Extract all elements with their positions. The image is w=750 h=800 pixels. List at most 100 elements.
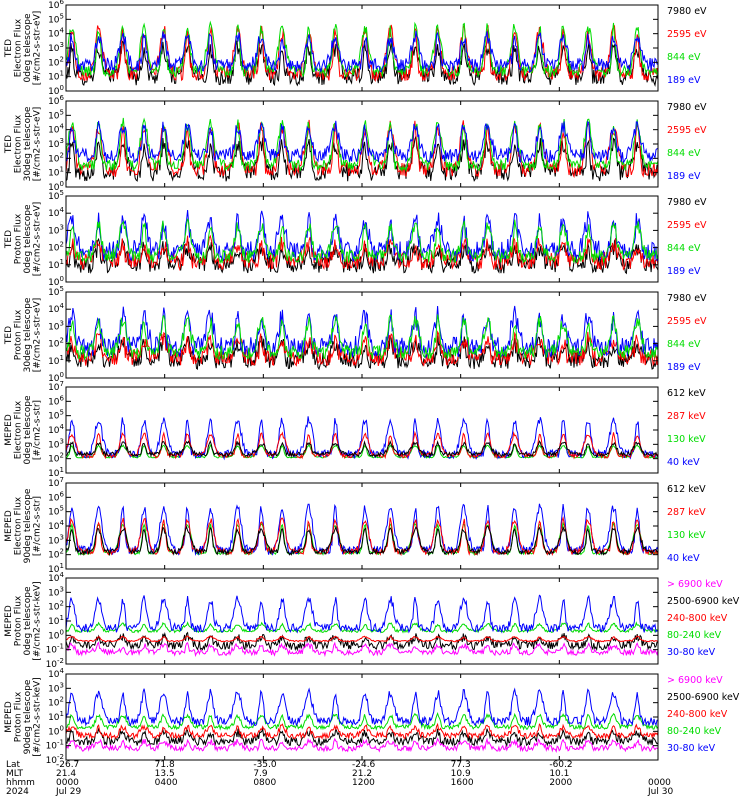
legend-entry: 30-80 keV bbox=[667, 647, 716, 658]
legend-entry: 2595 eV bbox=[667, 220, 707, 231]
panel-traces bbox=[66, 594, 658, 658]
x-info-value: -24.6 bbox=[352, 760, 376, 770]
legend-entry: 7980 eV bbox=[667, 197, 707, 208]
series-line-1 bbox=[66, 136, 658, 182]
y-tick-label: 102 bbox=[48, 241, 64, 254]
y-axis-label-line: [#/cm2-s-str-keV] bbox=[33, 677, 43, 756]
x-info-value: 10.1 bbox=[549, 769, 569, 779]
panel-traces bbox=[66, 503, 658, 557]
series-line-3 bbox=[66, 722, 658, 741]
x-info-value: 21.2 bbox=[352, 769, 372, 779]
legend-entry: 130 keV bbox=[667, 434, 706, 445]
panel-4: 100 101 102 103 104 105 TED Proton Flux 30deg te… bbox=[4, 285, 707, 384]
y-tick-label: 10-2 bbox=[46, 753, 64, 766]
y-axis-label-line: [#/cm2-s-str-keV] bbox=[33, 581, 43, 660]
y-tick-label: 10-2 bbox=[46, 657, 64, 670]
y-tick-label: 100 bbox=[48, 275, 64, 288]
series-line-3 bbox=[66, 20, 658, 78]
y-tick-label: 102 bbox=[48, 151, 64, 164]
y-tick-label: 103 bbox=[48, 681, 64, 694]
x-info-value: 0800 bbox=[253, 778, 276, 788]
legend-entry: 2500-6900 keV bbox=[667, 692, 740, 703]
y-tick-label: 104 bbox=[48, 206, 64, 219]
x-axis-info: Lat -26.7 71.8 -35.0 -24.6 77.3 -60.2 MLT 21.4 13… bbox=[6, 760, 673, 797]
legend-entry: 240-800 keV bbox=[667, 709, 728, 720]
legend-entry: 844 eV bbox=[667, 243, 701, 254]
y-tick-label: 103 bbox=[48, 533, 64, 546]
x-info-value: 71.8 bbox=[155, 760, 175, 770]
y-tick-label: 104 bbox=[48, 27, 64, 40]
y-tick-label: 106 bbox=[48, 0, 64, 11]
x-info-value: 0400 bbox=[155, 778, 178, 788]
y-tick-label: 103 bbox=[48, 137, 64, 150]
y-axis-label-line: [#/cm2-s-str-eV] bbox=[33, 107, 43, 182]
y-tick-label: 103 bbox=[48, 41, 64, 54]
y-axis-label-line: TED bbox=[4, 230, 14, 249]
y-axis-label-line: Electron Flux bbox=[14, 114, 24, 173]
legend-entry: 40 keV bbox=[667, 553, 700, 564]
y-axis-label-line: TED bbox=[4, 326, 14, 345]
y-tick-label: 103 bbox=[48, 585, 64, 598]
y-axis-label-line: 0deg telescope bbox=[23, 395, 33, 465]
legend-entry: 844 eV bbox=[667, 339, 701, 350]
y-tick-label: 100 bbox=[48, 84, 64, 97]
series-line-2 bbox=[66, 641, 658, 658]
y-tick-label: 104 bbox=[48, 123, 64, 136]
legend-entry: 612 keV bbox=[667, 388, 706, 399]
y-tick-label: 102 bbox=[48, 337, 64, 350]
y-tick-label: 102 bbox=[48, 55, 64, 68]
x-info-value: Jul 29 bbox=[55, 787, 81, 797]
panel-3: 100 101 102 103 104 105 TED Proton Flux 0deg tel… bbox=[4, 189, 707, 288]
y-tick-label: 10-1 bbox=[46, 643, 64, 656]
legend-entry: 287 keV bbox=[667, 411, 706, 422]
y-tick-label: 105 bbox=[48, 505, 64, 518]
legend-entry: 287 keV bbox=[667, 507, 706, 518]
legend-entry: 2595 eV bbox=[667, 29, 707, 40]
legend-entry: > 6900 keV bbox=[667, 579, 723, 590]
y-axis-label-line: 30deg telescope bbox=[23, 297, 33, 372]
y-tick-label: 100 bbox=[48, 180, 64, 193]
y-tick-label: 105 bbox=[48, 285, 64, 298]
x-info-value: 0000 bbox=[56, 778, 79, 788]
panel-traces bbox=[66, 305, 658, 371]
y-tick-label: 103 bbox=[48, 223, 64, 236]
y-axis-label-line: MEPED bbox=[4, 414, 14, 446]
legend-entry: 40 keV bbox=[667, 457, 700, 468]
panel-traces bbox=[66, 416, 658, 461]
y-tick-label: 106 bbox=[48, 94, 64, 107]
y-tick-label: 101 bbox=[48, 710, 64, 723]
y-axis-label-line: 30deg telescope bbox=[23, 106, 33, 181]
y-tick-label: 103 bbox=[48, 437, 64, 450]
y-tick-label: 105 bbox=[48, 409, 64, 422]
y-axis-label-line: Electron Flux bbox=[14, 496, 24, 555]
y-axis-label-line: [#/cm2-s-str-eV] bbox=[33, 11, 43, 86]
y-axis-label-line: 90deg telescope bbox=[23, 488, 33, 563]
y-axis-label-line: Proton Flux bbox=[14, 309, 24, 360]
x-info-row-label: Lat bbox=[6, 760, 21, 770]
y-axis-label-line: [#/cm2-s-str-eV] bbox=[33, 202, 43, 277]
panel-traces bbox=[66, 687, 658, 753]
y-axis-label-line: 0deg telescope bbox=[23, 204, 33, 274]
y-tick-label: 102 bbox=[48, 696, 64, 709]
legend-entry: 30-80 keV bbox=[667, 743, 716, 754]
y-tick-label: 101 bbox=[48, 466, 64, 479]
y-axis-label-line: MEPED bbox=[4, 605, 14, 637]
y-axis-label-line: 0deg telescope bbox=[23, 13, 33, 83]
y-tick-label: 102 bbox=[48, 452, 64, 465]
y-tick-label: 10-1 bbox=[46, 739, 64, 752]
series-line-4 bbox=[66, 525, 658, 557]
y-axis-label-line: 90deg telescope bbox=[23, 679, 33, 754]
y-tick-label: 107 bbox=[48, 380, 64, 393]
legend-entry: > 6900 keV bbox=[667, 675, 723, 686]
y-axis-label-line: Electron Flux bbox=[14, 18, 24, 77]
panel-traces bbox=[66, 117, 658, 182]
x-info-value: 0000 bbox=[648, 778, 671, 788]
legend-entry: 189 eV bbox=[667, 171, 701, 182]
y-axis-label-line: [#/cm2-s-str] bbox=[33, 496, 43, 556]
